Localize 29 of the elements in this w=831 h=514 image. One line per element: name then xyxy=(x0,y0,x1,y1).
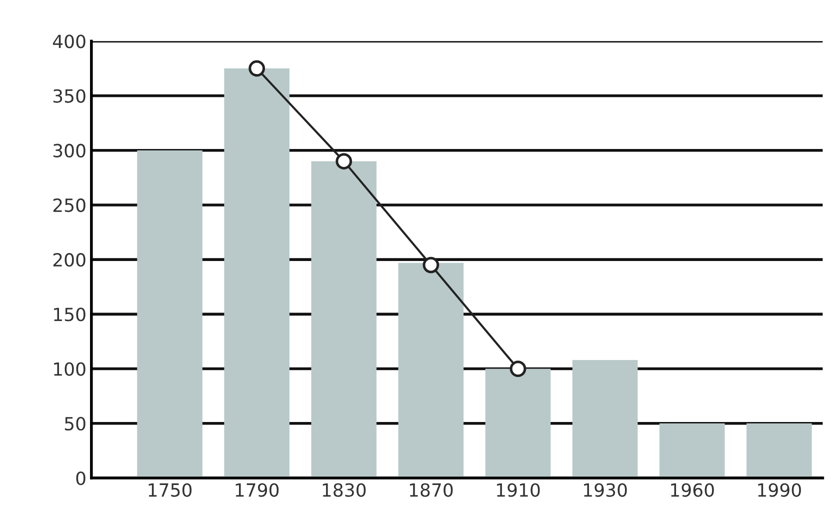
x-tick-label: 1990 xyxy=(758,483,801,497)
bar xyxy=(485,368,551,478)
y-tick-label: 50 xyxy=(64,416,86,431)
point xyxy=(336,153,352,170)
y-tick-label: 100 xyxy=(54,362,86,376)
y-tick-label: 350 xyxy=(53,89,86,103)
y-tick-label: 250 xyxy=(53,198,86,212)
bar xyxy=(398,262,464,478)
point xyxy=(422,256,440,274)
bar xyxy=(572,360,638,478)
x-tick-label: 1960 xyxy=(671,483,714,497)
y-tick-label: 300 xyxy=(53,144,86,158)
x-tick-label: 1870 xyxy=(410,483,453,497)
bar xyxy=(224,68,290,478)
x-tick-label: 1910 xyxy=(497,483,540,497)
y-tick-label: 200 xyxy=(53,253,86,267)
x-tick-label: 1790 xyxy=(236,483,279,497)
y-tick-label: 150 xyxy=(54,308,86,322)
point xyxy=(510,360,526,377)
y-tick-label: 0 xyxy=(76,471,86,486)
bar xyxy=(746,423,812,478)
x-tick-label: 1830 xyxy=(322,483,366,497)
bar xyxy=(659,423,725,478)
bar xyxy=(311,161,377,478)
x-tick-label: 1930 xyxy=(584,483,627,497)
x-tick-label: 1750 xyxy=(148,483,192,497)
bar xyxy=(137,150,202,478)
y-tick-label: 400 xyxy=(52,34,86,48)
point xyxy=(248,60,266,77)
